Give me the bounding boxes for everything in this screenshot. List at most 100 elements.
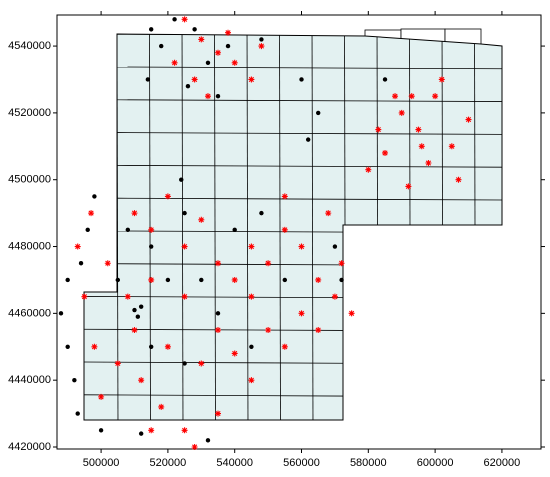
- point: [179, 177, 184, 182]
- point: [78, 261, 84, 266]
- point: [138, 377, 145, 384]
- point: [282, 277, 288, 283]
- point: [215, 311, 221, 316]
- point: [259, 210, 264, 216]
- point: [299, 77, 304, 82]
- point: [58, 311, 64, 316]
- point: [115, 277, 120, 283]
- point: [339, 277, 344, 283]
- point: [348, 310, 355, 317]
- point: [432, 93, 439, 100]
- x-tick-label: 540000: [216, 457, 253, 469]
- point: [164, 193, 171, 200]
- point: [148, 27, 154, 32]
- cell-line: [311, 34, 314, 420]
- x-tick-label: 520000: [150, 457, 187, 469]
- point: [448, 143, 455, 150]
- point: [215, 93, 221, 99]
- y-tick-label: 4440000: [8, 374, 51, 386]
- cell-line: [84, 197, 502, 201]
- point: [159, 43, 164, 49]
- point: [182, 361, 187, 366]
- point: [405, 183, 412, 190]
- point: [315, 327, 322, 334]
- point: [81, 293, 88, 300]
- point: [125, 227, 131, 233]
- cell-line: [84, 164, 502, 168]
- point: [331, 293, 338, 300]
- point: [231, 59, 238, 66]
- point: [248, 76, 255, 83]
- x-tick-label: 580000: [350, 457, 387, 469]
- point: [365, 166, 372, 173]
- point: [181, 16, 188, 23]
- point: [88, 210, 95, 217]
- y-tick-label: 4500000: [8, 174, 51, 186]
- point: [132, 307, 137, 313]
- point: [375, 126, 382, 133]
- cell-line: [84, 66, 502, 70]
- point: [135, 314, 141, 319]
- point: [455, 176, 462, 183]
- point: [205, 438, 211, 443]
- point: [164, 343, 171, 350]
- point: [205, 60, 211, 65]
- point: [191, 443, 198, 450]
- point: [74, 243, 81, 250]
- point: [465, 116, 472, 123]
- point: [332, 244, 338, 249]
- cell-line: [84, 99, 502, 102]
- point: [231, 276, 238, 283]
- point: [248, 293, 255, 300]
- point: [124, 293, 131, 300]
- point: [259, 37, 264, 42]
- point: [148, 226, 155, 233]
- point: [198, 216, 205, 223]
- point: [305, 137, 311, 142]
- point: [138, 304, 144, 309]
- point: [392, 93, 399, 100]
- point: [131, 327, 138, 334]
- point: [158, 403, 165, 410]
- cell-line: [214, 34, 216, 420]
- points: [58, 16, 472, 450]
- cell-line: [149, 34, 151, 420]
- point: [382, 149, 389, 156]
- point: [225, 43, 231, 49]
- point: [192, 27, 197, 32]
- point: [198, 360, 205, 367]
- point: [265, 260, 272, 267]
- x-tick-label: 600000: [417, 457, 454, 469]
- y-tick-label: 4420000: [8, 441, 51, 453]
- point: [425, 160, 432, 167]
- cell-line: [279, 34, 281, 420]
- point: [148, 427, 155, 434]
- point: [281, 226, 288, 233]
- point: [85, 227, 90, 233]
- point: [92, 194, 97, 199]
- point: [65, 344, 70, 349]
- point: [249, 344, 254, 349]
- point: [72, 377, 77, 383]
- point: [438, 76, 445, 83]
- cell-line: [181, 34, 184, 420]
- point: [148, 344, 154, 349]
- point: [181, 293, 188, 300]
- point: [182, 210, 187, 216]
- point: [214, 49, 221, 56]
- point: [104, 260, 111, 267]
- point: [214, 410, 221, 417]
- point: [258, 43, 265, 50]
- point: [325, 210, 332, 217]
- point: [131, 210, 138, 217]
- y-tick-label: 4520000: [8, 107, 51, 119]
- point: [138, 431, 144, 436]
- point: [315, 276, 322, 283]
- point: [398, 109, 405, 116]
- y-tick-label: 4480000: [8, 240, 51, 252]
- point: [382, 77, 388, 82]
- study-region: [83, 33, 503, 421]
- point: [281, 193, 288, 200]
- x-tick-label: 500000: [83, 457, 120, 469]
